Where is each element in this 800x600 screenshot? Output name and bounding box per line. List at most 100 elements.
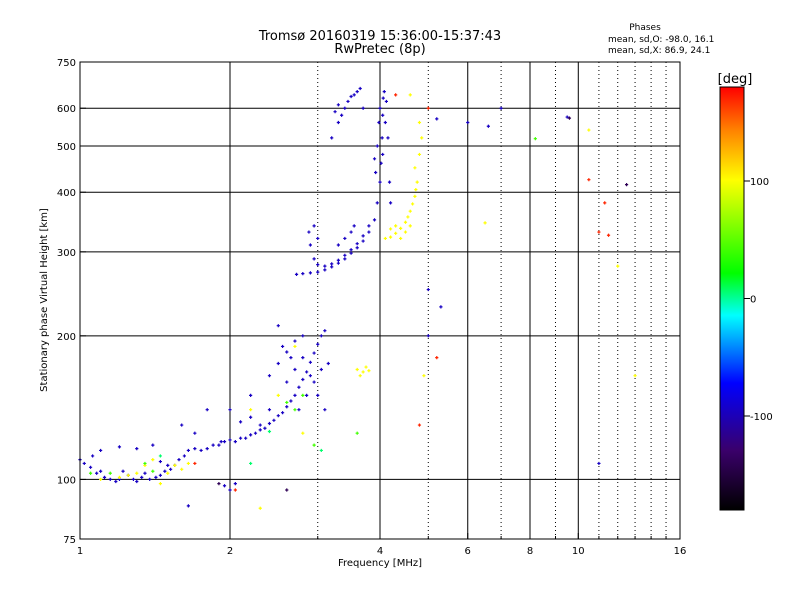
data-point	[336, 243, 340, 247]
data-point	[333, 110, 337, 114]
data-point	[249, 415, 253, 419]
data-point	[173, 463, 177, 467]
data-point	[383, 120, 387, 125]
data-point	[131, 477, 136, 482]
y-tick-label: 400	[57, 188, 76, 199]
data-point	[117, 445, 122, 449]
data-point	[377, 120, 381, 125]
data-point	[330, 136, 334, 140]
data-point	[99, 448, 103, 453]
data-point	[219, 440, 223, 444]
data-point	[422, 374, 426, 378]
y-tick-label: 300	[57, 248, 76, 259]
y-tick-label: 600	[57, 104, 76, 115]
data-point	[381, 96, 385, 100]
data-point	[280, 411, 285, 415]
data-point	[99, 469, 103, 473]
data-point	[233, 481, 237, 486]
data-point	[355, 242, 359, 246]
data-point	[158, 481, 163, 486]
chart-title: Tromsø 20160319 15:36:00-15:37:43	[258, 29, 501, 44]
data-point	[140, 475, 144, 479]
data-point	[374, 170, 378, 175]
data-point	[158, 473, 163, 477]
data-point	[267, 374, 272, 378]
data-point	[158, 454, 163, 458]
data-point	[211, 443, 215, 447]
data-point	[399, 226, 403, 230]
data-point	[293, 344, 297, 349]
data-point	[375, 144, 379, 148]
data-point	[323, 268, 327, 272]
data-point	[272, 418, 276, 422]
x-tick-label: 8	[527, 546, 533, 557]
data-point	[228, 408, 232, 412]
data-point	[151, 443, 155, 447]
data-point	[186, 461, 190, 466]
y-axis-label: Stationary phase Virtual Height [km]	[39, 208, 50, 392]
data-point	[316, 236, 320, 241]
data-point	[417, 120, 422, 125]
data-points	[78, 86, 637, 510]
data-point	[249, 408, 253, 412]
data-point	[380, 136, 384, 140]
data-point	[414, 188, 418, 192]
data-point	[121, 469, 125, 473]
data-point	[91, 454, 95, 458]
data-point	[386, 136, 390, 140]
data-point	[276, 324, 280, 328]
data-point	[378, 180, 382, 184]
data-point	[163, 469, 167, 473]
data-point	[349, 230, 353, 234]
data-point	[439, 305, 443, 309]
data-point	[297, 408, 301, 412]
data-point	[417, 423, 422, 427]
data-point	[293, 408, 297, 412]
data-point	[301, 334, 305, 338]
data-point	[408, 224, 412, 228]
data-point	[343, 106, 347, 110]
data-point	[379, 161, 383, 165]
data-point	[102, 475, 107, 479]
data-point	[244, 436, 248, 440]
data-point	[135, 479, 139, 484]
data-point	[343, 236, 347, 241]
data-point	[312, 224, 316, 228]
y-tick-label: 750	[57, 58, 76, 69]
data-point	[294, 272, 299, 277]
colorbar-tick-label: 0	[750, 295, 756, 306]
data-point	[420, 136, 424, 140]
data-point	[399, 236, 403, 241]
data-point	[312, 351, 316, 355]
data-point	[193, 447, 197, 451]
data-point	[336, 261, 340, 265]
data-point	[293, 367, 297, 372]
data-point	[355, 367, 359, 372]
data-point	[616, 264, 620, 268]
data-point	[355, 431, 359, 435]
data-point	[186, 504, 190, 508]
data-point	[285, 488, 289, 492]
data-point	[158, 459, 163, 464]
data-point	[388, 235, 393, 239]
data-point	[361, 106, 365, 110]
data-point	[308, 271, 313, 275]
data-point	[587, 178, 591, 182]
data-point	[367, 369, 371, 373]
data-point	[308, 360, 313, 364]
data-point	[565, 115, 569, 119]
chart-subtitle: RwPretec (8p)	[334, 42, 425, 57]
data-point	[305, 393, 309, 398]
data-point	[276, 393, 280, 398]
data-point	[297, 385, 301, 389]
data-point	[633, 374, 637, 378]
data-point	[151, 458, 155, 462]
data-point	[486, 124, 490, 128]
data-point	[358, 374, 362, 378]
data-point	[186, 448, 190, 453]
data-point	[95, 471, 99, 475]
data-point	[382, 90, 386, 94]
data-point	[249, 393, 253, 398]
data-point	[285, 400, 289, 405]
data-point	[367, 230, 371, 234]
